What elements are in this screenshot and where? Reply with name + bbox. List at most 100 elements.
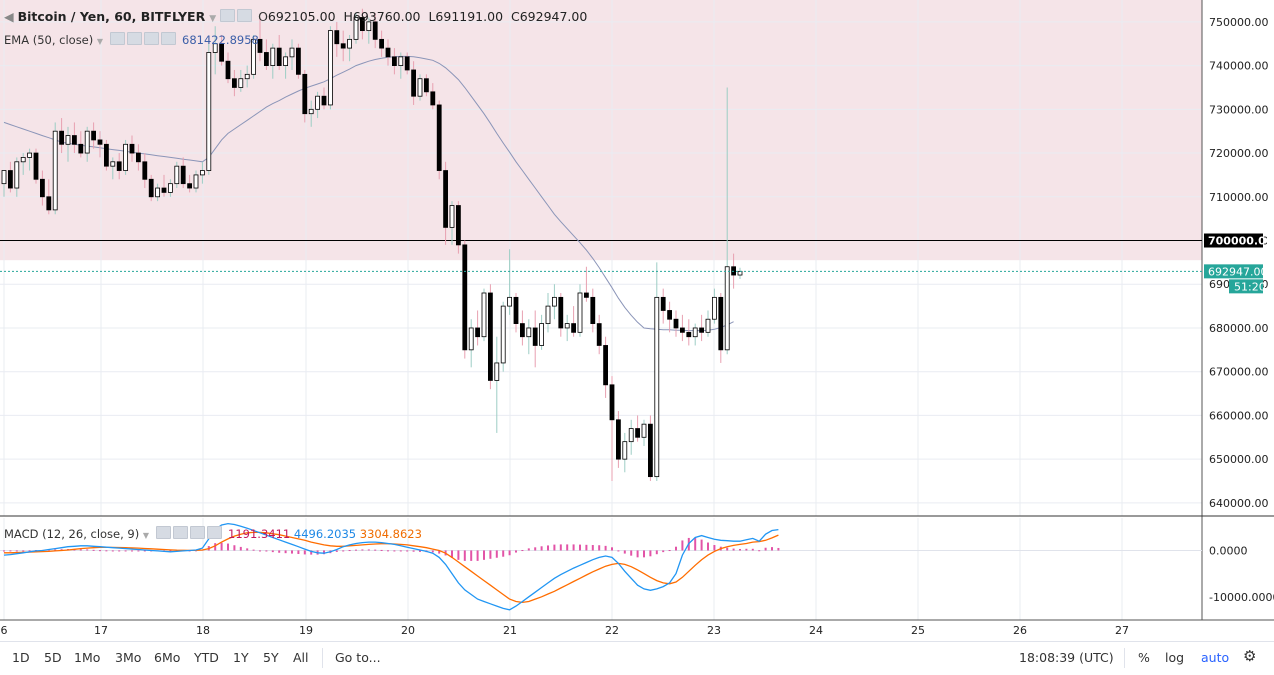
candle-body xyxy=(500,305,506,364)
range-6mo[interactable]: 6Mo xyxy=(154,650,181,665)
candle-body xyxy=(590,296,596,324)
macd-hist-bar xyxy=(265,550,268,552)
candle-body xyxy=(628,428,634,443)
candle-body xyxy=(443,170,449,228)
macd-hist-bar xyxy=(617,550,620,552)
macd-hist-bar xyxy=(694,537,697,551)
macd-hist-bar xyxy=(540,546,543,551)
low-label: L xyxy=(428,9,436,24)
macd-hist-bar xyxy=(623,550,626,554)
range-3mo[interactable]: 3Mo xyxy=(115,650,142,665)
candle-body xyxy=(59,130,64,145)
chevron-down-icon[interactable]: ▼ xyxy=(96,37,104,46)
price-tick-label: 680000.00 xyxy=(1209,322,1269,335)
candle-body xyxy=(686,331,692,338)
macd-hist-bar xyxy=(470,550,473,561)
candle-body xyxy=(379,38,385,49)
macd-hist-bar xyxy=(559,544,562,551)
candle-body xyxy=(398,56,404,66)
eye-icon[interactable] xyxy=(156,526,172,539)
macd-line xyxy=(3,522,779,611)
macd-hist-bar xyxy=(572,544,575,551)
settings-icon[interactable] xyxy=(127,32,143,45)
utc-clock[interactable]: 18:08:39 (UTC) xyxy=(1019,650,1114,665)
time-tick-label: 24 xyxy=(809,624,823,637)
open-value: 692105.00 xyxy=(267,9,336,24)
candle-body xyxy=(199,170,205,176)
time-tick-label: 23 xyxy=(707,624,721,637)
macd-hist-bar xyxy=(214,543,217,551)
range-5y[interactable]: 5Y xyxy=(263,650,279,665)
ema-legend[interactable]: EMA (50, close) ▼ 681422.8958 xyxy=(4,32,259,47)
candle-body xyxy=(123,143,128,171)
time-tick-label: 17 xyxy=(94,624,108,637)
macd-signal-line xyxy=(4,531,779,604)
macd-hist-bar xyxy=(662,550,665,553)
range-1y[interactable]: 1Y xyxy=(233,650,249,665)
chevron-down-icon[interactable]: ▼ xyxy=(142,531,150,540)
candle-body xyxy=(692,327,698,338)
macd-hist-bar xyxy=(483,550,485,560)
gear-icon[interactable]: ⚙ xyxy=(1243,647,1257,665)
macd-hist-bar xyxy=(495,550,498,558)
candle-body xyxy=(737,270,743,276)
macd-hist-bar xyxy=(393,550,396,552)
settings-icon[interactable] xyxy=(173,526,189,539)
auto-toggle[interactable]: auto xyxy=(1201,650,1230,665)
goto-button[interactable]: Go to... xyxy=(335,650,381,665)
eye-icon[interactable] xyxy=(220,9,236,22)
macd-hist-bar xyxy=(361,549,364,551)
candle-body xyxy=(673,318,679,329)
candle-body xyxy=(116,161,122,171)
eye-icon[interactable] xyxy=(110,32,126,45)
range-1d[interactable]: 1D xyxy=(12,650,30,665)
candle-body xyxy=(494,362,500,381)
price-tick-label: 720000.00 xyxy=(1209,147,1269,160)
log-toggle[interactable]: log xyxy=(1165,650,1185,665)
candle-body xyxy=(359,17,365,32)
candle-body xyxy=(468,327,474,351)
macd-hist-bar xyxy=(419,550,421,552)
plus-icon[interactable] xyxy=(144,32,160,45)
candle-body xyxy=(603,345,608,386)
ema-label: EMA (50, close) xyxy=(4,33,94,47)
price-tick-label: 670000.00 xyxy=(1209,366,1269,379)
settings-icon[interactable] xyxy=(237,9,253,22)
range-ytd[interactable]: YTD xyxy=(194,650,219,665)
candle-body xyxy=(462,244,468,351)
range-all[interactable]: All xyxy=(293,650,309,665)
candle-body xyxy=(276,47,282,66)
candle-body xyxy=(65,135,71,145)
candle-body xyxy=(263,52,269,66)
macd-signal-value: 3304.8623 xyxy=(359,527,422,541)
candle-body xyxy=(584,292,589,298)
candle-body xyxy=(20,157,26,163)
macd-hist-bar xyxy=(707,542,709,551)
macd-hist-bar xyxy=(380,549,383,551)
range-5d[interactable]: 5D xyxy=(44,650,62,665)
macd-hist-bar xyxy=(355,549,357,551)
macd-hist-bar xyxy=(342,550,345,552)
candle-body xyxy=(206,52,212,171)
macd-legend[interactable]: MACD (12, 26, close, 9) ▼ 1191.3411 4496… xyxy=(4,526,422,541)
macd-hist-bar xyxy=(412,550,415,552)
percent-toggle[interactable]: % xyxy=(1138,650,1150,665)
candle-body xyxy=(334,30,340,45)
candle-body xyxy=(14,161,20,189)
candle-body xyxy=(404,56,410,71)
macd-hist-bar xyxy=(86,549,89,551)
macd-hist-bar xyxy=(547,545,549,551)
plus-icon[interactable] xyxy=(190,526,206,539)
collapse-icon[interactable]: ◀ xyxy=(4,9,14,24)
macd-hist-bar xyxy=(335,550,338,552)
macd-hist-bar xyxy=(143,550,146,552)
candle-body xyxy=(436,104,442,171)
candle-body xyxy=(635,428,640,438)
close-icon[interactable] xyxy=(161,32,177,45)
candle-body xyxy=(148,178,154,198)
close-icon[interactable] xyxy=(207,526,223,539)
symbol-title[interactable]: Bitcoin / Yen, 60, BITFLYER xyxy=(17,9,206,24)
range-1mo[interactable]: 1Mo xyxy=(74,650,101,665)
chevron-down-icon[interactable]: ▼ xyxy=(209,14,217,24)
